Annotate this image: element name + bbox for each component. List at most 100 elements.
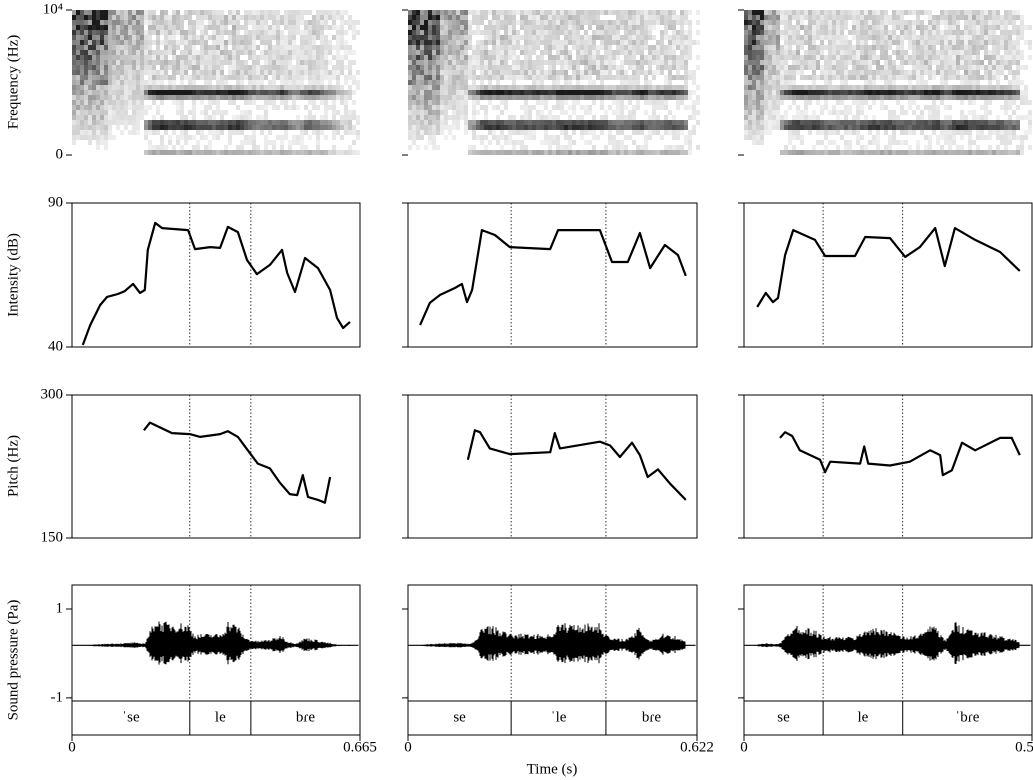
spectrogram-cell xyxy=(112,30,116,35)
spectrogram-cell xyxy=(604,150,608,155)
spectrogram-cell xyxy=(820,85,824,90)
spectrogram-cell xyxy=(632,120,636,125)
spectrogram-cell xyxy=(336,50,340,55)
spectrogram-cell xyxy=(664,120,668,125)
spectrogram-cell xyxy=(940,90,944,95)
spectrogram-cell xyxy=(684,90,688,95)
panel-frame xyxy=(407,202,698,348)
spectrogram-cell xyxy=(240,145,244,150)
spectrogram-cell xyxy=(816,15,820,20)
spectrogram-cell xyxy=(832,50,836,55)
spectrogram-cell xyxy=(564,95,568,100)
spectrogram-cell xyxy=(620,90,624,95)
spectrogram-cell xyxy=(548,35,552,40)
spectrogram-cell xyxy=(600,45,604,50)
spectrogram-cell xyxy=(896,50,900,55)
spectrogram-cell xyxy=(984,100,988,105)
spectrogram-cell xyxy=(344,120,348,125)
spectrogram-cell xyxy=(132,105,136,110)
spectrogram-cell xyxy=(956,145,960,150)
spectrogram-cell xyxy=(476,135,480,140)
spectrogram-cell xyxy=(264,30,268,35)
spectrogram-cell xyxy=(684,50,688,55)
spectrogram-cell xyxy=(856,100,860,105)
spectrogram-cell xyxy=(336,90,340,95)
spectrogram-cell xyxy=(516,85,520,90)
spectrogram-cell xyxy=(844,60,848,65)
spectrogram-cell xyxy=(644,110,648,115)
spectrogram-cell xyxy=(452,60,456,65)
spectrogram-cell xyxy=(464,20,468,25)
spectrogram-cell xyxy=(312,30,316,35)
spectrogram-cell xyxy=(416,125,420,130)
spectrogram-cell xyxy=(292,75,296,80)
spectrogram-cell xyxy=(424,105,428,110)
spectrogram-cell xyxy=(212,10,216,15)
spectrogram-cell xyxy=(264,120,268,125)
spectrogram-cell xyxy=(800,35,804,40)
spectrogram-cell xyxy=(784,65,788,70)
spectrogram-cell xyxy=(832,75,836,80)
spectrogram-cell xyxy=(116,100,120,105)
spectrogram-cell xyxy=(864,95,868,100)
spectrogram-cell xyxy=(796,90,800,95)
spectrogram-cell xyxy=(508,75,512,80)
spectrogram-cell xyxy=(548,95,552,100)
spectrogram-cell xyxy=(760,125,764,130)
spectrogram-cell xyxy=(940,130,944,135)
spectrogram-cell xyxy=(336,25,340,30)
spectrogram-cell xyxy=(180,50,184,55)
spectrogram-cell xyxy=(216,70,220,75)
spectrogram-cell xyxy=(440,35,444,40)
spectrogram-cell xyxy=(344,20,348,25)
spectrogram-cell xyxy=(160,15,164,20)
spectrogram-cell xyxy=(180,25,184,30)
spectrogram-cell xyxy=(476,60,480,65)
spectrogram-cell xyxy=(892,40,896,45)
spectrogram-cell xyxy=(772,25,776,30)
spectrogram-cell xyxy=(156,95,160,100)
spectrogram-cell xyxy=(980,85,984,90)
spectrogram-cell xyxy=(588,45,592,50)
spectrogram-cell xyxy=(892,60,896,65)
spectrogram-cell xyxy=(904,85,908,90)
spectrogram-cell xyxy=(960,115,964,120)
spectrogram-cell xyxy=(916,60,920,65)
spectrogram-cell xyxy=(324,65,328,70)
spectrogram-cell xyxy=(632,105,636,110)
spectrogram-cell xyxy=(648,95,652,100)
spectrogram-cell xyxy=(176,140,180,145)
spectrogram-cell xyxy=(872,125,876,130)
spectrogram-cell xyxy=(164,125,168,130)
spectrogram-cell xyxy=(644,40,648,45)
spectrogram-cell xyxy=(152,70,156,75)
spectrogram-cell xyxy=(752,75,756,80)
spectrogram-cell xyxy=(828,15,832,20)
spectrogram-cell xyxy=(296,95,300,100)
spectrogram-cell xyxy=(160,25,164,30)
spectrogram-cell xyxy=(852,25,856,30)
spectrogram-cell xyxy=(84,50,88,55)
spectrogram-cell xyxy=(80,90,84,95)
spectrogram-cell xyxy=(580,15,584,20)
spectrogram-cell xyxy=(228,65,232,70)
spectrogram-cell xyxy=(944,20,948,25)
spectrogram-cell xyxy=(460,30,464,35)
spectrogram-cell xyxy=(268,95,272,100)
spectrogram-cell xyxy=(232,35,236,40)
spectrogram-cell xyxy=(500,45,504,50)
spectrogram-cell xyxy=(696,55,700,60)
spectrogram-cell xyxy=(436,75,440,80)
intensity-curve xyxy=(419,229,687,326)
spectrogram-cell xyxy=(644,60,648,65)
spectrogram-cell xyxy=(264,140,268,145)
spectrogram-cell xyxy=(76,15,80,20)
spectrogram-cell xyxy=(748,30,752,35)
spectrogram-cell xyxy=(84,85,88,90)
spectrogram-cell xyxy=(888,70,892,75)
spectrogram-cell xyxy=(584,110,588,115)
spectrogram-cell xyxy=(116,60,120,65)
spectrogram-cell xyxy=(768,20,772,25)
spectrogram-cell xyxy=(100,140,104,145)
spectrogram-cell xyxy=(136,40,140,45)
